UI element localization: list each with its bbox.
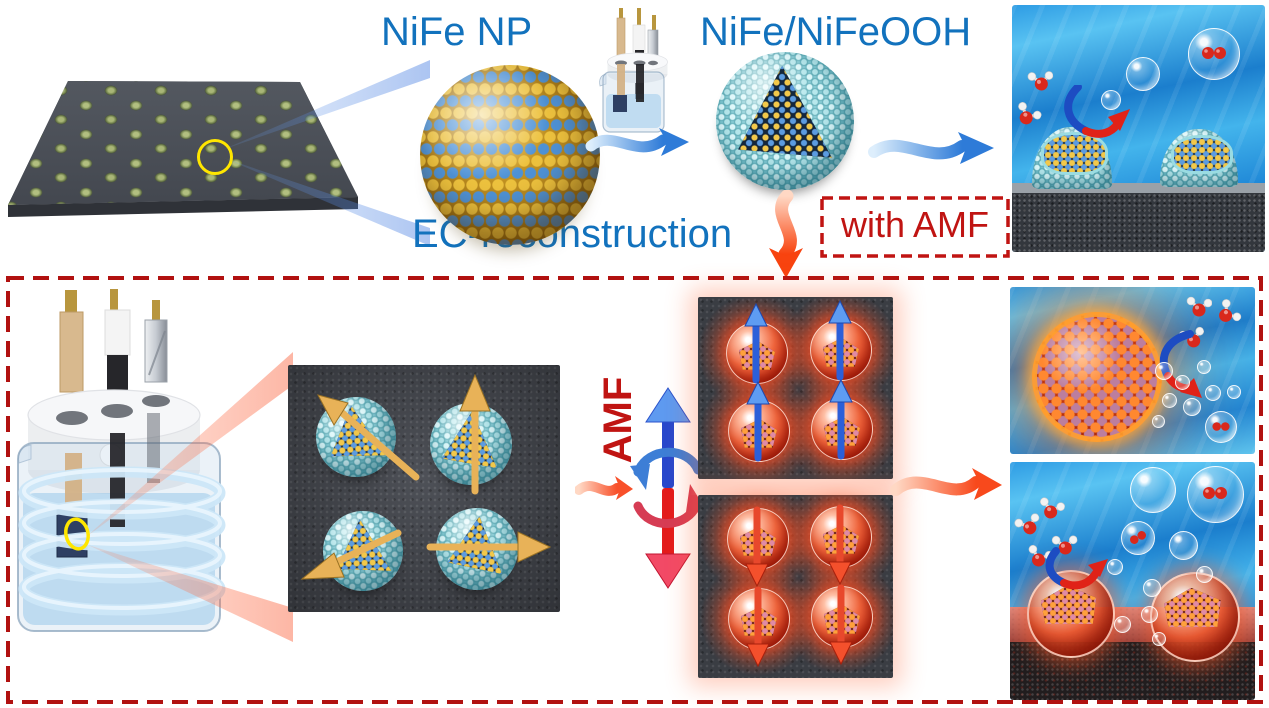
dome-cutaway [1170, 134, 1234, 175]
bubble [1175, 375, 1190, 390]
bubble [1141, 606, 1158, 623]
water-molecule [1040, 497, 1066, 519]
bubble [1227, 385, 1241, 399]
bubble [1162, 393, 1177, 408]
nife-nifeooh-label: NiFe/NiFeOOH [700, 10, 972, 54]
nife-np-sphere [420, 65, 600, 245]
water-molecule [1186, 296, 1212, 317]
heated-dome-particle [1150, 572, 1240, 662]
highlight-circle [197, 139, 233, 175]
o2-molecule [1130, 531, 1146, 544]
with-amf-down-arrow [769, 190, 803, 278]
bubble [1143, 579, 1161, 597]
bubble [1197, 360, 1211, 374]
zoom-callout-rays-red [86, 352, 293, 642]
bubble [1107, 559, 1123, 575]
o2-bubble [1187, 466, 1244, 523]
flow-arrow-1 [585, 128, 689, 156]
substrate-slab [8, 81, 358, 205]
amf-process-box [6, 276, 1263, 704]
water-molecule [1028, 544, 1054, 567]
o2-molecule [1212, 422, 1230, 431]
carbon-substrate [1012, 183, 1265, 252]
bubble [1152, 632, 1166, 646]
bubble [1126, 57, 1160, 91]
core-cutaway [738, 65, 832, 158]
reaction-arrow [1064, 85, 1130, 138]
enhanced-oer-scene [1010, 462, 1255, 700]
bubble [1196, 566, 1213, 583]
water-molecule [1018, 102, 1042, 125]
oer-scene-no-amf [1012, 5, 1265, 252]
bubble [1183, 398, 1201, 416]
random-moments-panel [288, 365, 560, 612]
substrate-array-panel [5, 58, 385, 223]
spin-up-arrows [744, 299, 853, 462]
bubble [1155, 362, 1173, 380]
heated-particle-scene [1010, 287, 1255, 454]
bubble [1205, 385, 1221, 401]
zoom-callout-rays-blue [222, 60, 430, 246]
o2-molecule [1203, 487, 1227, 499]
o2-bubble [1205, 411, 1237, 443]
water-molecule [1027, 71, 1054, 91]
reaction-arrow [1045, 547, 1108, 590]
heated-dome-particle [1027, 570, 1115, 658]
bubble [1101, 90, 1121, 110]
nife-nifeooh-particle [716, 52, 854, 190]
water-molecule [1051, 535, 1078, 555]
o2-bubble [1121, 521, 1155, 555]
amf-input-arrow [575, 476, 633, 500]
result-arrow [890, 468, 1002, 500]
aligned-up-panel [698, 297, 893, 479]
with-amf-box: with AMF [820, 196, 1010, 258]
bubble [1169, 531, 1198, 560]
bubble [1152, 415, 1165, 428]
water-molecule [1219, 299, 1242, 322]
dome-cutaway [1040, 131, 1108, 176]
bubble [1130, 467, 1176, 513]
bubble [1114, 616, 1131, 633]
o2-molecule [1202, 47, 1226, 59]
core-cutaway [1164, 587, 1221, 628]
core-cutaway [1040, 585, 1097, 625]
with-amf-label: with AMF [840, 204, 990, 245]
aligned-down-panel [698, 495, 893, 678]
nife-np-label: NiFe NP [381, 10, 533, 54]
spin-down-arrows [745, 504, 853, 668]
field-gap-band [690, 479, 902, 495]
highlight-ellipse [64, 517, 90, 551]
water-molecule [1014, 513, 1040, 535]
flow-arrow-2 [868, 132, 994, 164]
o2-bubble [1188, 28, 1240, 80]
heated-nanoparticle [1032, 312, 1162, 442]
mini-electrochemical-cell [599, 8, 668, 133]
random-moment-arrows [300, 373, 552, 580]
